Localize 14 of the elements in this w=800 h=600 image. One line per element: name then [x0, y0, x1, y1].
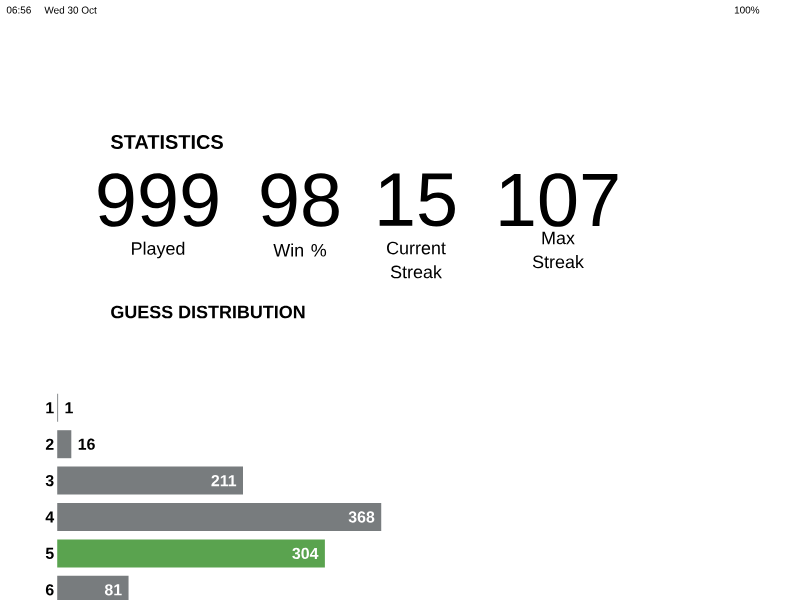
text: Played — [132, 241, 185, 259]
bar — [57, 539, 325, 568]
text: Win % — [273, 243, 327, 257]
text: Current Streak — [387, 241, 446, 279]
bar — [57, 430, 72, 459]
text: 98 — [261, 173, 339, 227]
text: 999 — [98, 173, 218, 227]
bar — [57, 503, 382, 532]
text: Max Streak — [532, 231, 584, 269]
text: 107 — [500, 173, 618, 227]
text: STATISTICS — [110, 134, 223, 150]
chart-title: GUESS DISTRIBUTION — [111, 305, 305, 319]
text: 15 — [379, 173, 455, 227]
bar — [57, 466, 243, 495]
